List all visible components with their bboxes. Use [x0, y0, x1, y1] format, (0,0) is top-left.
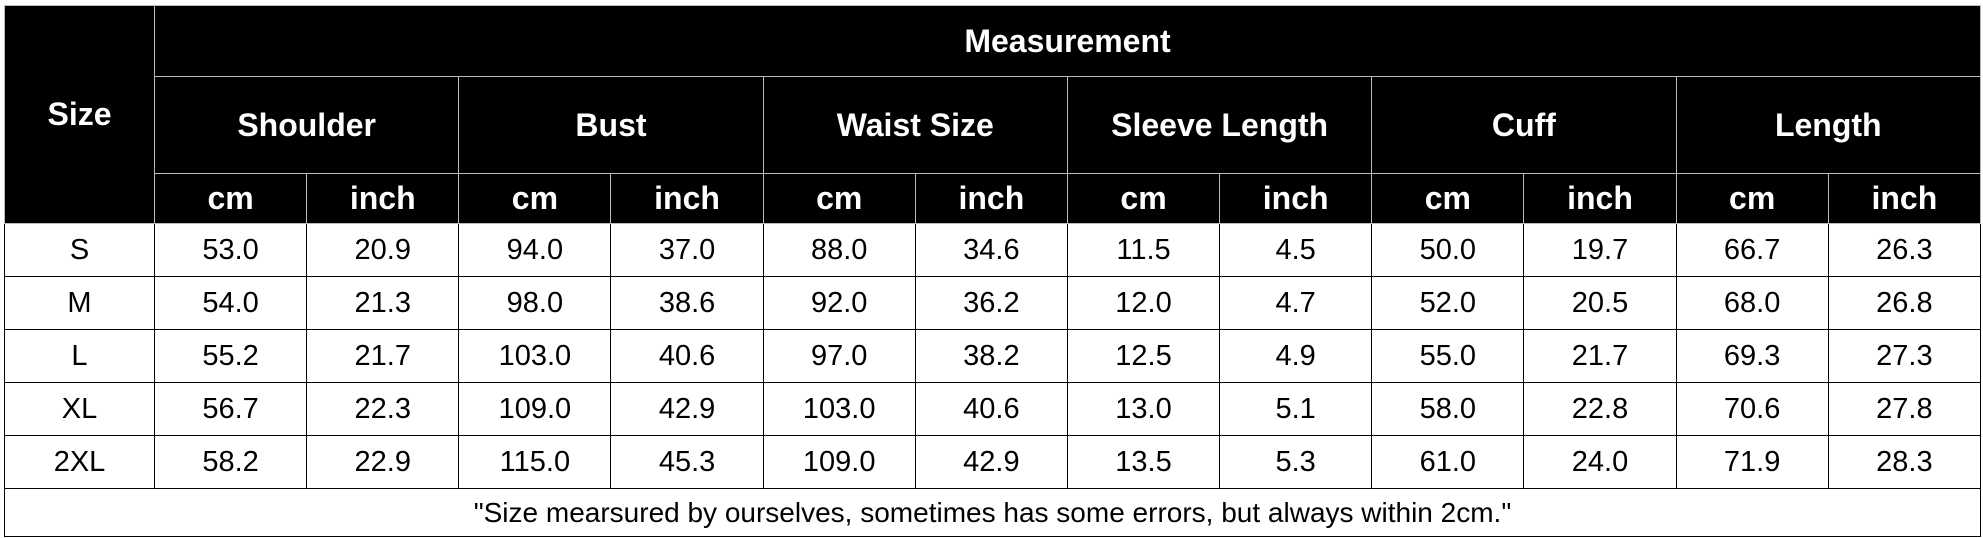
value-cell: 26.3: [1827, 223, 1981, 277]
value-cell: 42.9: [610, 382, 764, 436]
value-cell: 22.9: [306, 435, 460, 489]
value-cell: 4.5: [1219, 223, 1373, 277]
value-cell: 52.0: [1371, 276, 1525, 330]
value-cell: 12.5: [1066, 329, 1221, 383]
measurement-header: Measurement: [154, 5, 1981, 77]
group-row: Shoulder Bust Waist Size Sleeve Length Cuff L…: [5, 76, 1981, 174]
unit-header: inch: [1827, 173, 1981, 224]
value-cell: 4.7: [1219, 276, 1373, 330]
value-cell: 68.0: [1675, 276, 1829, 330]
value-cell: 19.7: [1523, 223, 1677, 277]
group-header: Waist Size: [762, 76, 1068, 174]
data-row: 2XL 58.2 22.9 115.0 45.3 109.0 42.9 13.5 5.3 61.0…: [4, 435, 1981, 489]
value-cell: 56.7: [153, 382, 308, 436]
value-cell: 50.0: [1371, 223, 1525, 277]
unit-row: cm inch cm inch cm inch cm inch cm inch cm inch: [5, 173, 1981, 224]
value-cell: 20.9: [306, 223, 460, 277]
note: "Size mearsured by ourselves, sometimes …: [4, 488, 1981, 537]
unit-header: inch: [914, 173, 1068, 224]
value-cell: 115.0: [458, 435, 612, 489]
value-cell: 5.3: [1219, 435, 1373, 489]
value-cell: 4.9: [1219, 329, 1373, 383]
value-cell: 109.0: [762, 435, 916, 489]
value-cell: 21.7: [306, 329, 460, 383]
value-cell: 98.0: [458, 276, 612, 330]
group-header: Cuff: [1371, 76, 1677, 174]
unit-header: cm: [1371, 173, 1525, 224]
value-cell: 103.0: [762, 382, 916, 436]
value-cell: 34.6: [914, 223, 1068, 277]
value-cell: 38.6: [610, 276, 764, 330]
unit-header: cm: [153, 173, 308, 224]
size-header: Size: [4, 5, 155, 224]
group-header: Sleeve Length: [1066, 76, 1373, 174]
value-cell: 21.7: [1523, 329, 1677, 383]
unit-header: inch: [1523, 173, 1677, 224]
value-cell: 11.5: [1066, 223, 1221, 277]
data-row: M 54.0 21.3 98.0 38.6 92.0 36.2 12.0 4.7 52.0 20.5…: [4, 276, 1981, 330]
value-cell: 55.0: [1371, 329, 1525, 383]
value-cell: 61.0: [1371, 435, 1525, 489]
value-cell: 54.0: [153, 276, 308, 330]
unit-header: cm: [1066, 173, 1221, 224]
value-cell: 69.3: [1675, 329, 1829, 383]
size-cell: L: [4, 329, 155, 383]
unit-header: inch: [1219, 173, 1373, 224]
unit-header: cm: [1675, 173, 1829, 224]
header-row: Size Measurement: [4, 5, 1981, 224]
unit-header: cm: [458, 173, 612, 224]
group-header: Length: [1675, 76, 1981, 174]
value-cell: 26.8: [1827, 276, 1981, 330]
value-cell: 21.3: [306, 276, 460, 330]
value-cell: 28.3: [1827, 435, 1981, 489]
value-cell: 71.9: [1675, 435, 1829, 489]
value-cell: 66.7: [1675, 223, 1829, 277]
size-cell: XL: [4, 382, 155, 436]
value-cell: 27.8: [1827, 382, 1981, 436]
data-row: S 53.0 20.9 94.0 37.0 88.0 34.6 11.5 4.5 50.0 19.7…: [4, 223, 1981, 277]
data-row: XL 56.7 22.3 109.0 42.9 103.0 40.6 13.0 5.1 58.0 2…: [4, 382, 1981, 436]
value-cell: 5.1: [1219, 382, 1373, 436]
value-cell: 103.0: [458, 329, 612, 383]
value-cell: 58.2: [153, 435, 308, 489]
value-cell: 22.8: [1523, 382, 1677, 436]
value-cell: 97.0: [762, 329, 916, 383]
data-row: L 55.2 21.7 103.0 40.6 97.0 38.2 12.5 4.9 55.0 21.…: [4, 329, 1981, 383]
unit-header: inch: [610, 173, 764, 224]
value-cell: 58.0: [1371, 382, 1525, 436]
value-cell: 27.3: [1827, 329, 1981, 383]
value-cell: 20.5: [1523, 276, 1677, 330]
value-cell: 92.0: [762, 276, 916, 330]
value-cell: 40.6: [914, 382, 1068, 436]
group-header: Shoulder: [153, 76, 460, 174]
value-cell: 24.0: [1523, 435, 1677, 489]
value-cell: 37.0: [610, 223, 764, 277]
unit-header: cm: [762, 173, 916, 224]
value-cell: 42.9: [914, 435, 1068, 489]
value-cell: 109.0: [458, 382, 612, 436]
value-cell: 13.5: [1066, 435, 1221, 489]
value-cell: 38.2: [914, 329, 1068, 383]
value-cell: 94.0: [458, 223, 612, 277]
value-cell: 36.2: [914, 276, 1068, 330]
value-cell: 40.6: [610, 329, 764, 383]
unit-header: inch: [306, 173, 460, 224]
value-cell: 12.0: [1066, 276, 1221, 330]
value-cell: 53.0: [153, 223, 308, 277]
group-header: Bust: [458, 76, 764, 174]
size-cell: 2XL: [4, 435, 155, 489]
value-cell: 45.3: [610, 435, 764, 489]
size-cell: S: [4, 223, 155, 277]
value-cell: 13.0: [1066, 382, 1221, 436]
value-cell: 88.0: [762, 223, 916, 277]
size-cell: M: [4, 276, 155, 330]
note-row: "Size mearsured by ourselves, sometimes …: [4, 488, 1981, 537]
size-table: Size Measurement Shoulder Bust Waist Size Sle…: [4, 5, 1981, 537]
value-cell: 55.2: [153, 329, 308, 383]
value-cell: 70.6: [1675, 382, 1829, 436]
value-cell: 22.3: [306, 382, 460, 436]
